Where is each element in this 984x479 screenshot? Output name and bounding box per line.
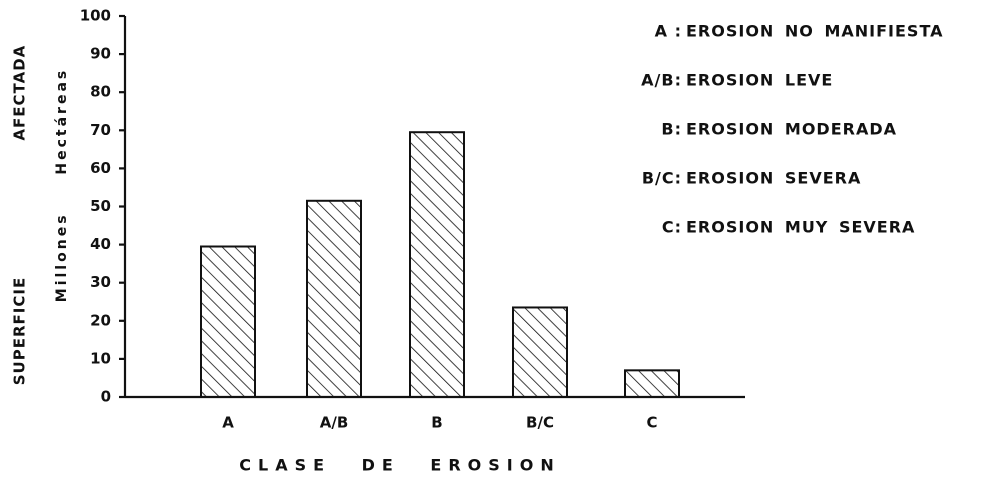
x-tick-label: A/B [320,414,349,432]
y-tick-label: 0 [101,388,111,406]
bar [624,369,680,398]
legend-description: EROSION MUY SEVERA [686,218,915,237]
bar [306,199,362,398]
bar [200,245,256,398]
y-tick-label: 80 [90,83,111,101]
legend-description: EROSION SEVERA [686,169,861,188]
x-tick-label: A [222,414,234,432]
legend-code: A/B: [641,71,682,90]
y-tick-label: 100 [80,7,111,25]
y-tick-label: 40 [90,235,111,253]
y-tick-label: 60 [90,159,111,177]
y-tick-label: 10 [90,349,111,367]
y-tick-label: 70 [90,121,111,139]
legend-description: EROSION MODERADA [686,120,897,139]
legend-code: B/C: [642,169,682,188]
y-axis-units: Millones Hectáreas [54,68,70,302]
y-axis-label: SUPERFICIE AFECTADA [11,45,29,386]
x-axis-label: CLASE DE EROSION [239,456,560,475]
legend-code: A : [655,22,682,41]
legend-description: EROSION LEVE [686,71,833,90]
x-tick-label: B [431,414,442,432]
x-tick-label: C [646,414,657,432]
x-tick-label: B/C [526,414,554,432]
y-tick-label: 50 [90,197,111,215]
y-tick-label: 30 [90,273,111,291]
y-tick-label: 90 [90,45,111,63]
legend-description: EROSION NO MANIFIESTA [686,22,944,41]
legend-code: B: [661,120,682,139]
y-tick-label: 20 [90,311,111,329]
bar [512,306,568,398]
bar [409,131,465,399]
legend-code: C: [662,218,682,237]
